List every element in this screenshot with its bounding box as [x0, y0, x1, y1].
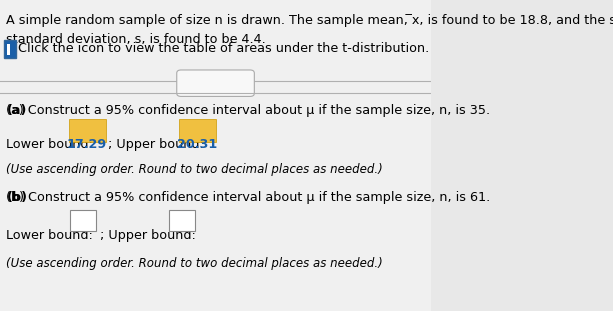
Text: ; Upper bound:: ; Upper bound: — [104, 138, 208, 151]
Text: ; Upper bound:: ; Upper bound: — [96, 229, 200, 242]
Text: Lower bound:: Lower bound: — [7, 229, 97, 242]
Text: (a) Construct a 95% confidence interval about μ if the sample size, n, is 35.: (a) Construct a 95% confidence interval … — [7, 104, 490, 117]
Text: A simple random sample of size n is drawn. The sample mean, ̅x, is found to be 1: A simple random sample of size n is draw… — [7, 14, 613, 27]
Text: (b): (b) — [7, 191, 28, 204]
Text: 17.29: 17.29 — [67, 138, 107, 151]
FancyBboxPatch shape — [179, 119, 216, 142]
FancyBboxPatch shape — [7, 44, 10, 55]
Text: (Use ascending order. Round to two decimal places as needed.): (Use ascending order. Round to two decim… — [7, 163, 383, 176]
FancyBboxPatch shape — [177, 70, 254, 96]
Text: (a): (a) — [7, 104, 27, 117]
FancyBboxPatch shape — [169, 210, 196, 231]
FancyBboxPatch shape — [0, 0, 431, 311]
FancyBboxPatch shape — [70, 210, 96, 231]
Text: ...: ... — [210, 78, 221, 88]
Text: (Use ascending order. Round to two decimal places as needed.): (Use ascending order. Round to two decim… — [7, 257, 383, 270]
FancyBboxPatch shape — [69, 119, 105, 142]
Text: 20.31: 20.31 — [177, 138, 217, 151]
Text: (b) Construct a 95% confidence interval about μ if the sample size, n, is 61.: (b) Construct a 95% confidence interval … — [7, 191, 491, 204]
Text: Lower bound:: Lower bound: — [7, 138, 97, 151]
Text: standard deviation, s, is found to be 4.4.: standard deviation, s, is found to be 4.… — [7, 33, 266, 46]
FancyBboxPatch shape — [4, 40, 15, 58]
Text: Click the icon to view the table of areas under the t-distribution.: Click the icon to view the table of area… — [18, 42, 429, 55]
